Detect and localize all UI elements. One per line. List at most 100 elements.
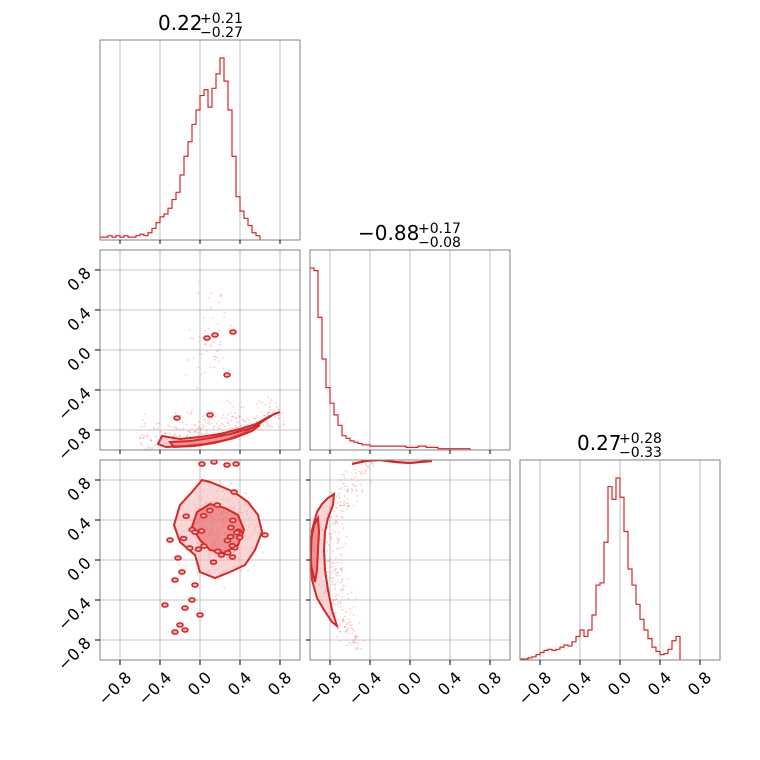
contour-speck: [188, 597, 196, 603]
sample-point: [153, 428, 156, 431]
sample-point: [192, 337, 195, 340]
y-tick-label: 0.0: [63, 553, 94, 584]
sample-point: [349, 612, 352, 614]
sample-point: [335, 593, 338, 596]
histogram-step-2: [310, 267, 471, 450]
contour-speck: [198, 461, 206, 467]
sample-point: [361, 489, 364, 491]
sample-point: [193, 357, 195, 360]
x-tick-label: 0.4: [434, 668, 465, 699]
sample-point: [221, 422, 223, 424]
sample-point: [228, 423, 231, 426]
sample-point: [347, 490, 350, 493]
sample-point: [327, 544, 330, 546]
sample-point: [353, 640, 356, 643]
sample-point: [337, 601, 339, 604]
sample-point: [278, 409, 281, 412]
sample-point: [204, 309, 207, 312]
sample-point: [342, 527, 345, 529]
sample-point: [328, 533, 330, 535]
sample-point: [174, 428, 177, 431]
sample-point: [342, 588, 345, 591]
sample-point: [343, 473, 345, 476]
sample-point: [212, 427, 215, 429]
sample-point: [337, 603, 339, 606]
sample-point: [346, 498, 349, 501]
sample-point: [209, 344, 212, 347]
sample-point: [197, 427, 200, 430]
sample-point: [344, 488, 347, 491]
sample-point: [334, 598, 336, 601]
sample-point: [183, 428, 185, 431]
contour-arc-p2-p3: [351, 460, 433, 466]
sample-point: [140, 442, 142, 445]
sample-point: [333, 569, 336, 572]
sample-point: [333, 584, 336, 587]
x-tick-label: 0.8: [474, 668, 505, 699]
sample-point: [334, 510, 336, 513]
sample-point: [352, 614, 355, 617]
sample-point: [198, 340, 201, 343]
sample-point: [341, 567, 344, 569]
sample-point: [272, 410, 275, 413]
sample-point: [214, 358, 217, 361]
sample-point: [327, 560, 329, 563]
sample-point: [370, 461, 372, 464]
sample-point: [232, 415, 235, 418]
sample-point: [331, 492, 333, 494]
sample-point: [208, 423, 211, 426]
sample-point: [335, 574, 338, 577]
x-tick-label: −0.4: [134, 668, 175, 709]
sample-point: [256, 428, 259, 431]
sample-point: [142, 418, 144, 421]
sample-point: [205, 350, 208, 352]
sample-point: [331, 579, 334, 582]
sample-point: [175, 427, 178, 430]
sample-point: [227, 413, 230, 416]
sample-point: [339, 639, 342, 642]
contour-speck: [232, 461, 240, 467]
sample-point: [351, 639, 354, 642]
sample-point: [229, 428, 231, 431]
sample-point: [332, 561, 335, 564]
sample-point: [140, 425, 142, 428]
sample-point: [346, 644, 348, 647]
sample-point: [267, 423, 269, 426]
panel-scatter-p1-p2: [100, 250, 300, 450]
sample-point: [202, 426, 204, 429]
sample-point: [357, 479, 359, 482]
contour-speck: [206, 507, 214, 514]
sample-point: [206, 432, 208, 434]
sample-point: [147, 445, 149, 447]
sample-point: [282, 423, 285, 426]
sample-point: [202, 316, 205, 319]
sample-point: [197, 571, 200, 574]
sample-point: [266, 424, 269, 427]
sample-point: [364, 472, 366, 475]
sample-point: [331, 562, 333, 564]
sample-point: [334, 572, 337, 575]
sample-point: [185, 564, 188, 567]
sample-point: [276, 405, 279, 408]
x-tick-label: 0.0: [394, 668, 425, 699]
sample-point: [198, 352, 201, 355]
sample-point: [274, 416, 276, 419]
sample-point: [217, 301, 220, 304]
sample-point: [229, 483, 232, 486]
sample-point: [197, 366, 200, 369]
sample-point: [336, 537, 339, 540]
sample-point: [340, 555, 343, 557]
sample-point: [334, 595, 337, 598]
sample-point: [216, 422, 218, 425]
sample-point: [349, 608, 351, 610]
sample-point: [221, 417, 223, 420]
sample-point: [347, 598, 350, 600]
sample-point: [359, 472, 362, 475]
sample-point: [348, 505, 350, 507]
sample-point: [211, 418, 214, 420]
sample-point: [223, 311, 226, 314]
sample-point: [347, 632, 350, 635]
sample-point: [256, 414, 259, 417]
sample-point: [334, 603, 337, 606]
sample-point: [271, 425, 274, 428]
